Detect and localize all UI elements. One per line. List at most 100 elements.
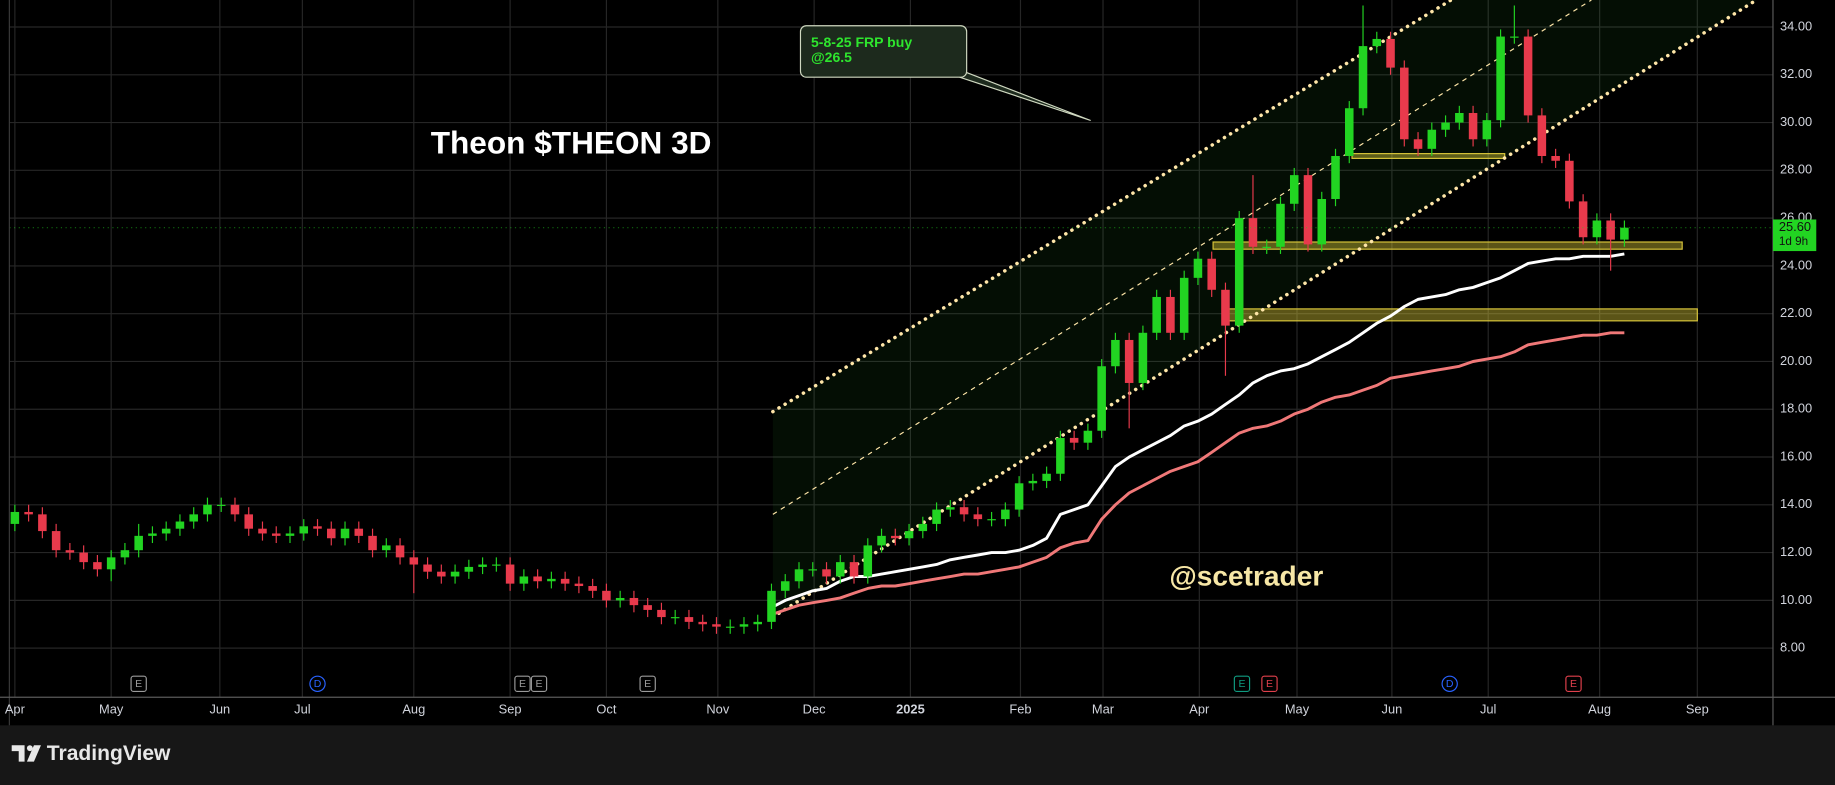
candle-body xyxy=(1468,113,1478,140)
candle-body xyxy=(450,571,460,577)
event-marker xyxy=(130,675,147,692)
event-label: D xyxy=(1446,678,1454,690)
candle-body xyxy=(368,535,377,551)
candle-body xyxy=(1056,437,1065,474)
candle-body xyxy=(712,624,721,627)
candle-body xyxy=(203,504,212,515)
candle-body xyxy=(533,576,542,582)
event-label: E xyxy=(535,678,542,690)
candle-body xyxy=(1014,483,1024,510)
candle-body xyxy=(946,507,955,510)
candle-body xyxy=(987,519,996,521)
candle-body xyxy=(1234,218,1244,326)
event-marker xyxy=(639,675,656,692)
candle-body xyxy=(148,533,157,536)
candle-body xyxy=(161,528,171,534)
candle-body xyxy=(615,597,625,601)
y-tick-label: 20.00 xyxy=(1780,353,1812,368)
y-tick-label: 12.00 xyxy=(1780,544,1812,559)
candle-body xyxy=(65,550,75,553)
event-label: E xyxy=(1266,678,1273,690)
bar-countdown: 1d 9h xyxy=(1779,235,1808,248)
candle-body xyxy=(767,590,776,622)
candle-body xyxy=(1606,220,1615,240)
candle-body xyxy=(1152,296,1161,333)
brand-logo: TradingView xyxy=(11,742,171,765)
candle-body xyxy=(93,562,102,570)
x-tick-label: Jun xyxy=(209,702,230,717)
candle-body xyxy=(175,521,185,529)
x-tick-label: Jul xyxy=(294,702,310,717)
candle-body xyxy=(1413,139,1423,149)
candle-body xyxy=(409,557,419,565)
candle-body xyxy=(780,581,790,591)
candle-body xyxy=(822,569,831,577)
candle-body xyxy=(79,552,88,563)
event-marker xyxy=(1261,675,1278,692)
candle-body xyxy=(189,514,198,522)
candle-body xyxy=(24,511,33,515)
x-tick-label: Sep xyxy=(1686,702,1709,717)
candle-body xyxy=(1317,199,1327,245)
event-label: E xyxy=(1238,678,1245,690)
candle-body xyxy=(492,564,501,566)
logo-mark xyxy=(11,745,25,762)
candle-body xyxy=(1248,218,1258,247)
event-marker xyxy=(1565,675,1582,692)
support-zone xyxy=(1212,241,1683,250)
candle-body xyxy=(285,533,295,536)
channel-line xyxy=(772,0,1592,515)
candle-body xyxy=(1221,289,1230,326)
logo-mark xyxy=(26,745,33,752)
candle-body xyxy=(1166,296,1175,333)
candle-body xyxy=(1207,258,1216,290)
candle-body xyxy=(629,597,639,606)
candle-body xyxy=(1482,120,1492,140)
candle-body xyxy=(849,562,859,577)
chart-title: Theon $THEON 3D xyxy=(431,124,712,160)
x-tick-label: Aug xyxy=(402,702,425,717)
y-tick-label: 34.00 xyxy=(1780,18,1812,33)
candle-body xyxy=(602,590,611,601)
candle-body xyxy=(1124,339,1134,383)
candle-body xyxy=(382,545,391,551)
event-marker xyxy=(309,675,326,692)
candle-body xyxy=(327,528,336,539)
candle-body xyxy=(959,507,969,515)
y-tick-label: 28.00 xyxy=(1780,162,1812,177)
event-label: E xyxy=(519,678,526,690)
candle-body xyxy=(1331,156,1340,200)
moving-average xyxy=(770,252,1625,609)
y-tick-label: 18.00 xyxy=(1780,401,1812,416)
candle-body xyxy=(1620,227,1629,240)
candle-body xyxy=(684,617,694,622)
callout-pointer xyxy=(959,71,1091,122)
candle-body xyxy=(1083,430,1093,443)
candle-body xyxy=(877,535,886,546)
last-price-label: 25.60 xyxy=(1779,219,1811,234)
logo-mark xyxy=(26,745,41,762)
candle-body xyxy=(1097,366,1106,431)
candle-body xyxy=(271,533,281,536)
moving-average xyxy=(770,331,1625,617)
candle-body xyxy=(1551,156,1560,161)
candle-body xyxy=(1386,38,1395,68)
candle-body xyxy=(216,504,226,506)
x-tick-label: Feb xyxy=(1009,702,1031,717)
event-marker xyxy=(514,675,531,692)
candle-body xyxy=(836,562,845,577)
x-tick-label: May xyxy=(99,702,124,717)
candle-body xyxy=(1345,108,1354,157)
x-tick-label: Nov xyxy=(706,702,729,717)
x-tick-label: 2025 xyxy=(896,702,925,717)
candle-body xyxy=(588,586,597,591)
y-tick-label: 8.00 xyxy=(1780,640,1805,655)
candle-body xyxy=(657,609,666,618)
x-tick-label: Oct xyxy=(596,702,616,717)
candle-body xyxy=(1179,277,1189,333)
candle-body xyxy=(395,545,405,558)
candle-body xyxy=(891,535,900,539)
watermark: @scetrader xyxy=(1169,560,1323,591)
candle-body xyxy=(423,564,432,572)
x-tick-label: May xyxy=(1285,702,1310,717)
